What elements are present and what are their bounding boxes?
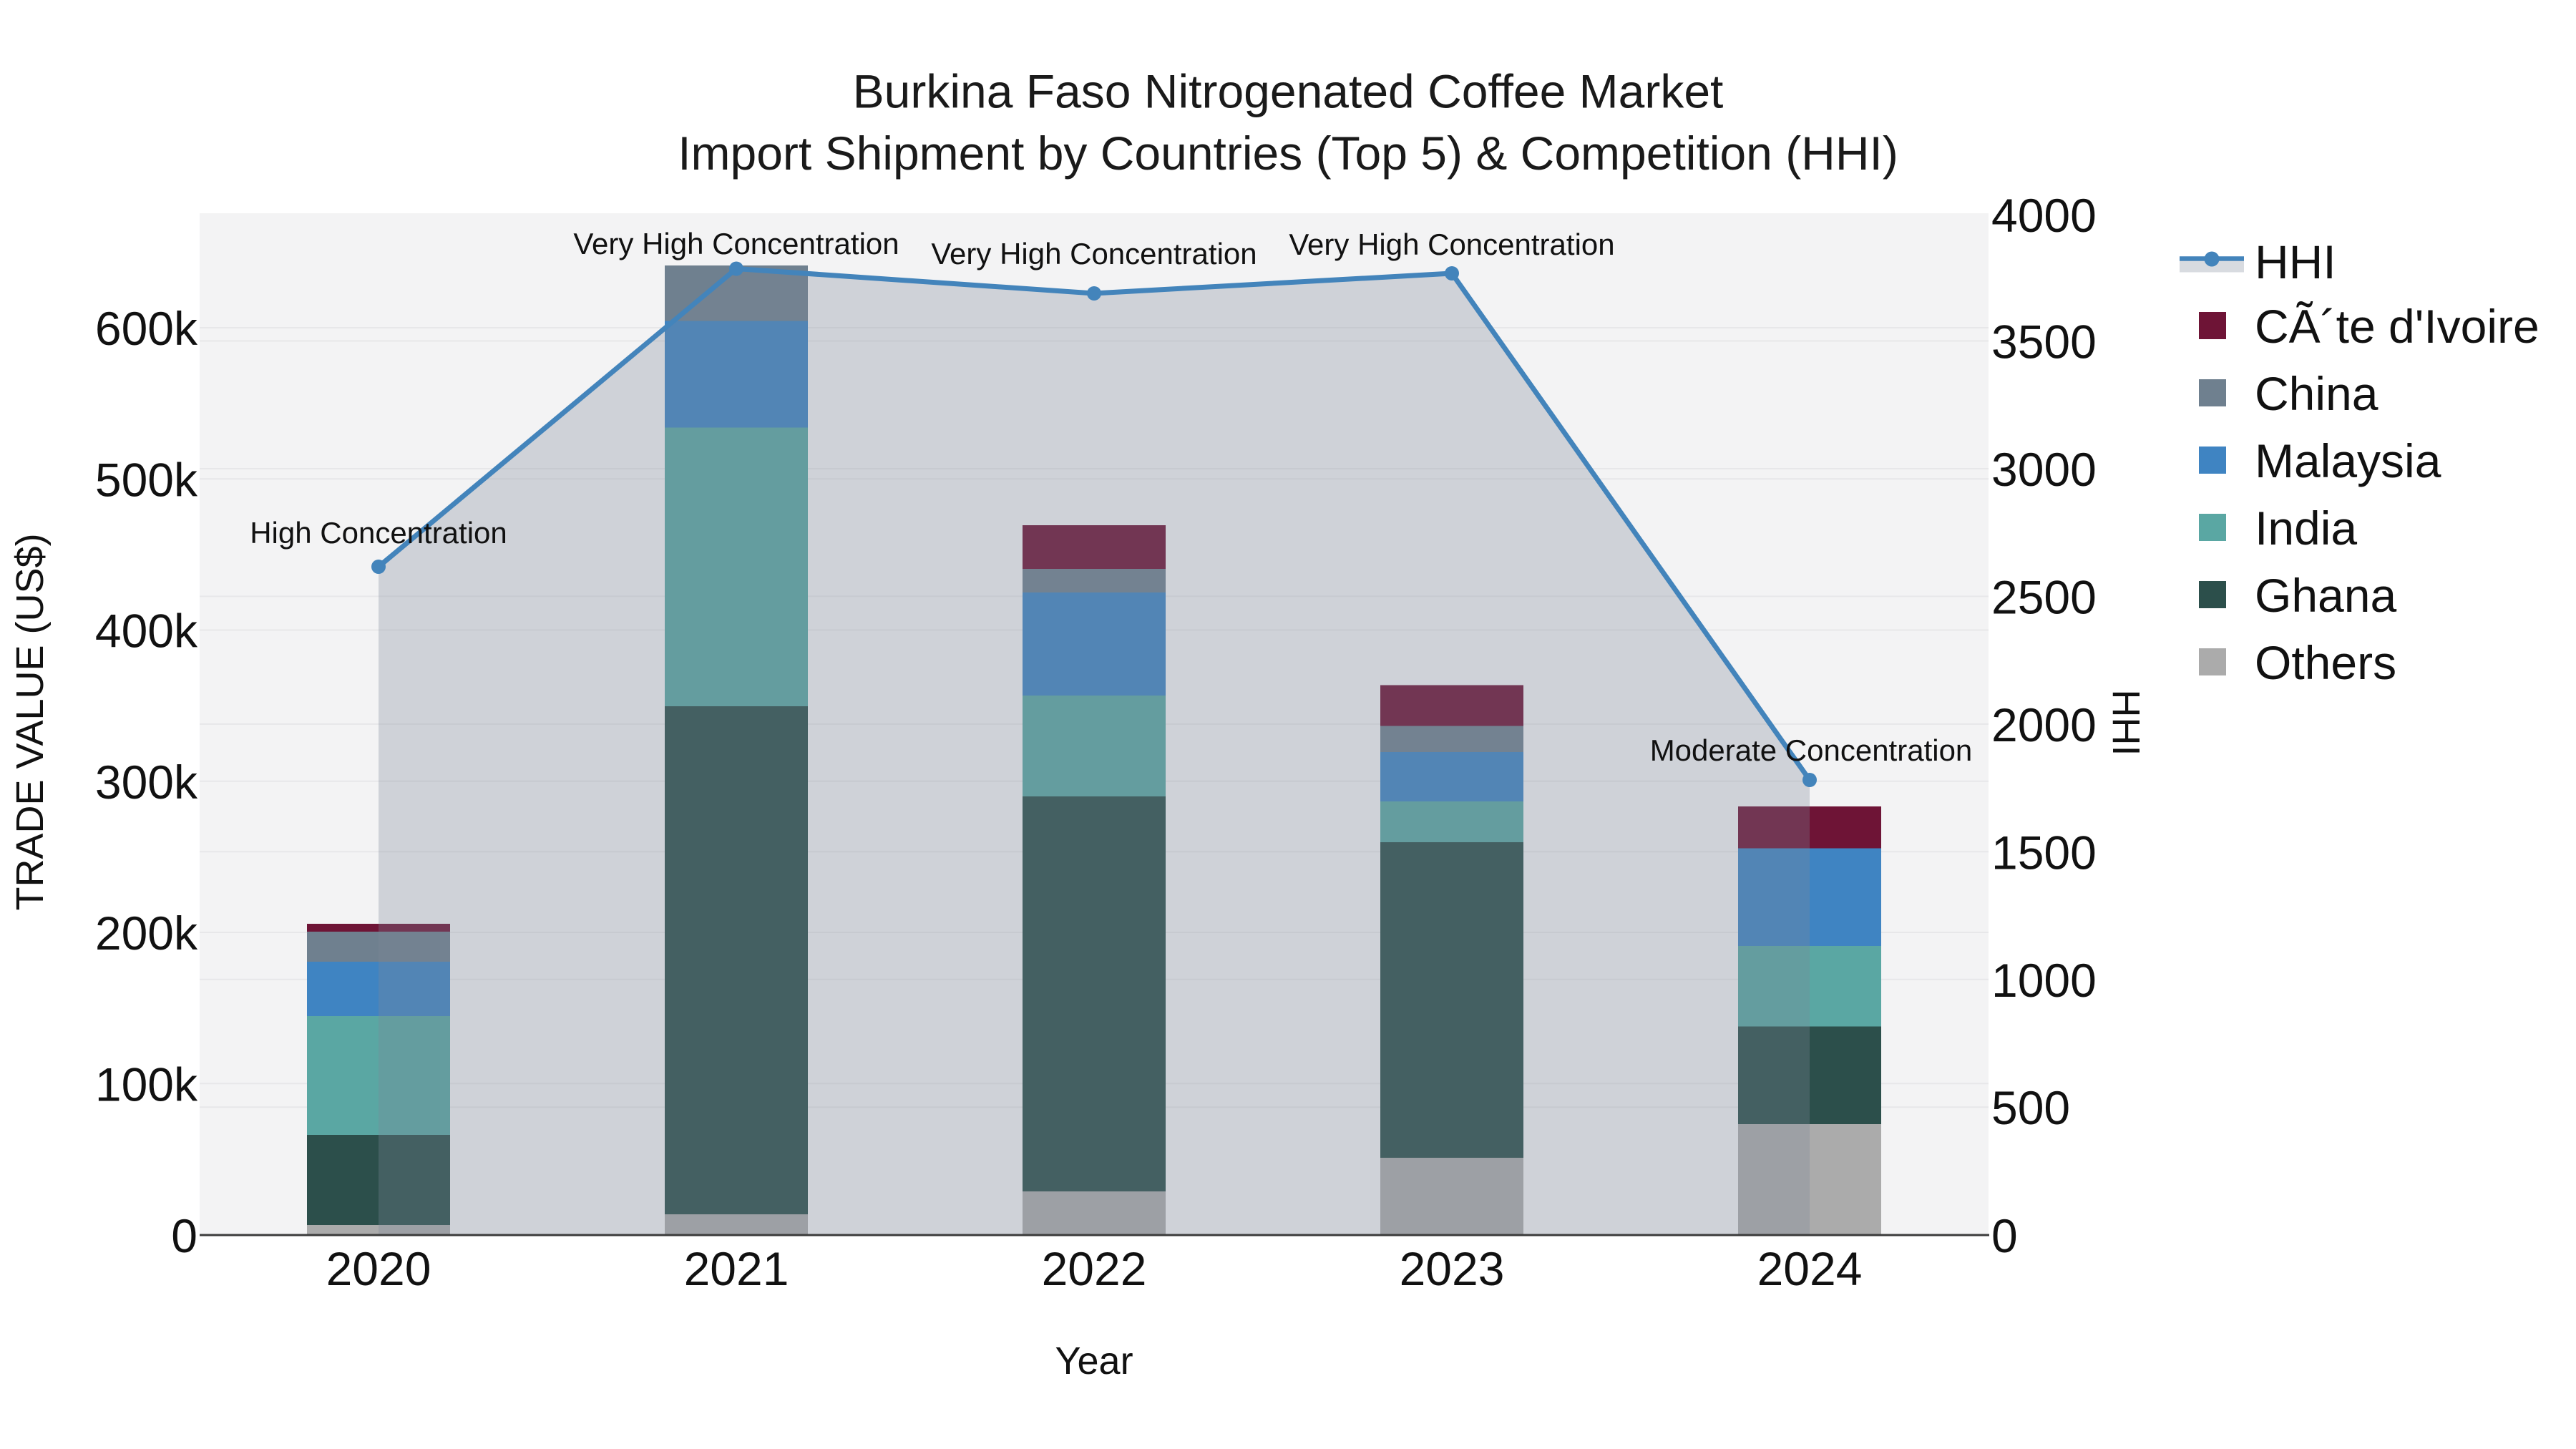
svg-text:Very High Concentration: Very High Concentration bbox=[573, 227, 899, 260]
svg-text:TRADE VALUE (US$): TRADE VALUE (US$) bbox=[9, 533, 52, 910]
svg-text:200k: 200k bbox=[95, 907, 198, 960]
svg-text:Moderate Concentration: Moderate Concentration bbox=[1650, 733, 1973, 767]
svg-text:Import Shipment by Countries (: Import Shipment by Countries (Top 5) & C… bbox=[678, 127, 1898, 180]
svg-text:High Concentration: High Concentration bbox=[250, 516, 507, 550]
svg-text:India: India bbox=[2255, 502, 2357, 555]
svg-text:Very High Concentration: Very High Concentration bbox=[931, 237, 1257, 270]
svg-text:2022: 2022 bbox=[1042, 1242, 1147, 1295]
svg-text:Year: Year bbox=[1055, 1340, 1133, 1382]
svg-text:0: 0 bbox=[1991, 1209, 2018, 1262]
svg-text:4000: 4000 bbox=[1991, 189, 2097, 242]
svg-text:2020: 2020 bbox=[326, 1242, 431, 1295]
svg-text:500k: 500k bbox=[95, 453, 198, 506]
svg-text:1000: 1000 bbox=[1991, 954, 2097, 1007]
svg-text:600k: 600k bbox=[95, 302, 198, 355]
svg-text:China: China bbox=[2255, 367, 2379, 420]
svg-text:2023: 2023 bbox=[1400, 1242, 1505, 1295]
svg-text:HHI: HHI bbox=[2104, 690, 2147, 756]
svg-text:Others: Others bbox=[2255, 636, 2396, 689]
svg-text:2500: 2500 bbox=[1991, 570, 2097, 623]
svg-text:100k: 100k bbox=[95, 1058, 198, 1111]
svg-text:Very High Concentration: Very High Concentration bbox=[1289, 228, 1614, 261]
svg-text:3500: 3500 bbox=[1991, 316, 2097, 369]
svg-text:CÃ´te d'Ivoire: CÃ´te d'Ivoire bbox=[2255, 300, 2540, 353]
svg-text:HHI: HHI bbox=[2255, 235, 2336, 288]
svg-text:2021: 2021 bbox=[684, 1242, 789, 1295]
svg-text:2000: 2000 bbox=[1991, 698, 2097, 751]
svg-text:Malaysia: Malaysia bbox=[2255, 434, 2441, 487]
svg-text:0: 0 bbox=[171, 1209, 197, 1262]
svg-text:300k: 300k bbox=[95, 756, 198, 809]
svg-text:Burkina Faso Nitrogenated Coff: Burkina Faso Nitrogenated Coffee Market bbox=[853, 65, 1724, 118]
svg-text:1500: 1500 bbox=[1991, 826, 2097, 879]
svg-text:3000: 3000 bbox=[1991, 443, 2097, 496]
svg-text:400k: 400k bbox=[95, 605, 198, 658]
svg-text:Ghana: Ghana bbox=[2255, 569, 2396, 622]
svg-text:500: 500 bbox=[1991, 1081, 2070, 1134]
svg-text:2024: 2024 bbox=[1757, 1242, 1863, 1295]
